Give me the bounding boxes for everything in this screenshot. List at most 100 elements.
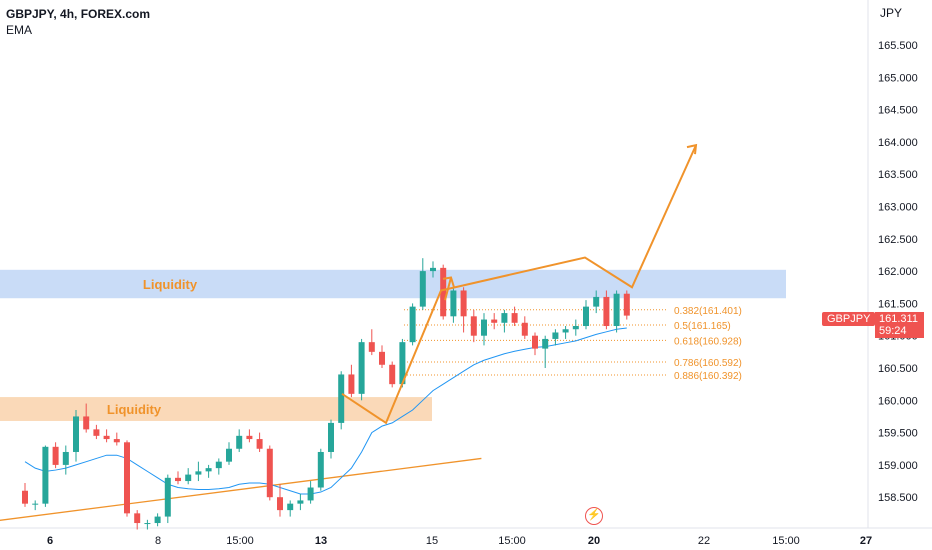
candle-body bbox=[205, 468, 212, 472]
candle-body bbox=[399, 342, 406, 385]
candle-body bbox=[226, 448, 232, 462]
minor-arrow bbox=[444, 277, 452, 301]
candle-body bbox=[552, 332, 559, 339]
candle-body bbox=[215, 461, 222, 469]
liquidity-zone bbox=[0, 269, 786, 299]
candle-body bbox=[430, 267, 436, 272]
candle-body bbox=[613, 293, 620, 327]
candle-body bbox=[164, 477, 171, 517]
candle-body bbox=[195, 471, 202, 475]
y-tick-label: 160.500 bbox=[878, 363, 918, 375]
candle-body bbox=[144, 523, 151, 525]
candle-body bbox=[583, 306, 589, 327]
candle-body bbox=[470, 316, 477, 336]
candle-body bbox=[389, 364, 396, 385]
zone-label: Liquidity bbox=[143, 277, 198, 292]
y-tick-label: 162.500 bbox=[878, 234, 918, 246]
candle-body bbox=[593, 296, 600, 307]
y-tick-label: 162.000 bbox=[878, 266, 918, 278]
candle-body bbox=[409, 306, 416, 343]
candle-body bbox=[83, 416, 90, 430]
symbol-label: GBPJPY, 4h, FOREX.com bbox=[6, 7, 151, 21]
x-tick-label: 20 bbox=[588, 535, 600, 547]
candle-body bbox=[562, 329, 569, 333]
candle-body bbox=[297, 500, 304, 504]
candle-body bbox=[266, 448, 273, 498]
candle-body bbox=[419, 271, 426, 307]
candle-body bbox=[572, 326, 579, 330]
projection-path bbox=[341, 144, 697, 425]
candle-body bbox=[32, 503, 39, 505]
y-tick-label: 159.500 bbox=[878, 428, 918, 440]
y-tick-label: 164.000 bbox=[878, 137, 918, 149]
candle-body bbox=[103, 435, 110, 440]
x-tick-label: 22 bbox=[698, 535, 710, 547]
liquidity-zone bbox=[0, 397, 432, 421]
candle-body bbox=[93, 429, 100, 436]
symbol-tag: GBPJPY bbox=[822, 312, 876, 326]
candle-body bbox=[491, 319, 498, 323]
candle-body bbox=[52, 446, 59, 465]
x-tick-label: 15:00 bbox=[772, 535, 800, 547]
x-tick-label: 15:00 bbox=[226, 535, 254, 547]
minor-arrowhead bbox=[442, 276, 455, 288]
x-tick-label: 6 bbox=[47, 535, 53, 547]
candle-body bbox=[501, 313, 508, 323]
fib-level-label: 0.786(160.592) bbox=[674, 358, 742, 369]
indicator-label: EMA bbox=[6, 23, 33, 37]
candle-body bbox=[521, 322, 528, 336]
currency-label: JPY bbox=[880, 6, 903, 20]
candle-body bbox=[113, 439, 120, 443]
fib-level-label: 0.886(160.392) bbox=[674, 371, 742, 382]
candle-body bbox=[42, 446, 49, 504]
candle-body bbox=[511, 313, 518, 323]
bolt-icon[interactable]: ⚡ bbox=[585, 507, 603, 525]
trend-line bbox=[0, 457, 482, 521]
candle-body bbox=[317, 451, 324, 488]
x-tick-label: 15 bbox=[426, 535, 438, 547]
y-tick-label: 163.000 bbox=[878, 202, 918, 214]
last-price-badge: 161.311 59:24 bbox=[875, 312, 924, 338]
candle-body bbox=[338, 374, 345, 423]
fib-level-label: 0.382(161.401) bbox=[674, 306, 742, 317]
candle-body bbox=[603, 296, 610, 327]
candle-body bbox=[236, 435, 243, 449]
x-tick-label: 15:00 bbox=[498, 535, 526, 547]
projection-arrowhead bbox=[686, 143, 698, 155]
y-tick-label: 160.000 bbox=[878, 395, 918, 407]
fib-level-label: 0.618(160.928) bbox=[674, 336, 742, 347]
candle-body bbox=[358, 342, 365, 394]
candle-body bbox=[440, 267, 447, 317]
y-tick-label: 159.000 bbox=[878, 460, 918, 472]
y-tick-label: 161.500 bbox=[878, 298, 918, 310]
candle-body bbox=[124, 442, 130, 514]
candle-body bbox=[175, 477, 181, 482]
candle-body bbox=[22, 490, 28, 504]
candle-body bbox=[532, 335, 538, 349]
x-tick-label: 13 bbox=[315, 535, 327, 547]
candle-body bbox=[368, 342, 375, 352]
candle-body bbox=[328, 422, 334, 452]
candle-body bbox=[379, 351, 385, 365]
candle-body bbox=[307, 487, 314, 501]
candle-body bbox=[134, 513, 141, 524]
candle-body bbox=[542, 338, 549, 349]
bar-countdown: 59:24 bbox=[879, 325, 907, 337]
candle-body bbox=[450, 290, 457, 317]
candle-body bbox=[154, 516, 161, 524]
candle-body bbox=[460, 290, 467, 317]
candle-body bbox=[623, 293, 630, 316]
candle-body bbox=[287, 503, 294, 511]
y-tick-label: 165.500 bbox=[878, 40, 918, 52]
last-price: 161.311 bbox=[879, 313, 918, 325]
x-tick-label: 8 bbox=[155, 535, 161, 547]
y-tick-label: 163.500 bbox=[878, 169, 918, 181]
candle-body bbox=[73, 416, 79, 452]
chart-legend: GBPJPY, 4h, FOREX.com EMA bbox=[6, 6, 150, 38]
y-tick-label: 158.500 bbox=[878, 492, 918, 504]
y-tick-label: 164.500 bbox=[878, 105, 918, 117]
candle-body bbox=[348, 374, 355, 394]
candle-body bbox=[481, 319, 487, 336]
candle-body bbox=[185, 474, 192, 482]
